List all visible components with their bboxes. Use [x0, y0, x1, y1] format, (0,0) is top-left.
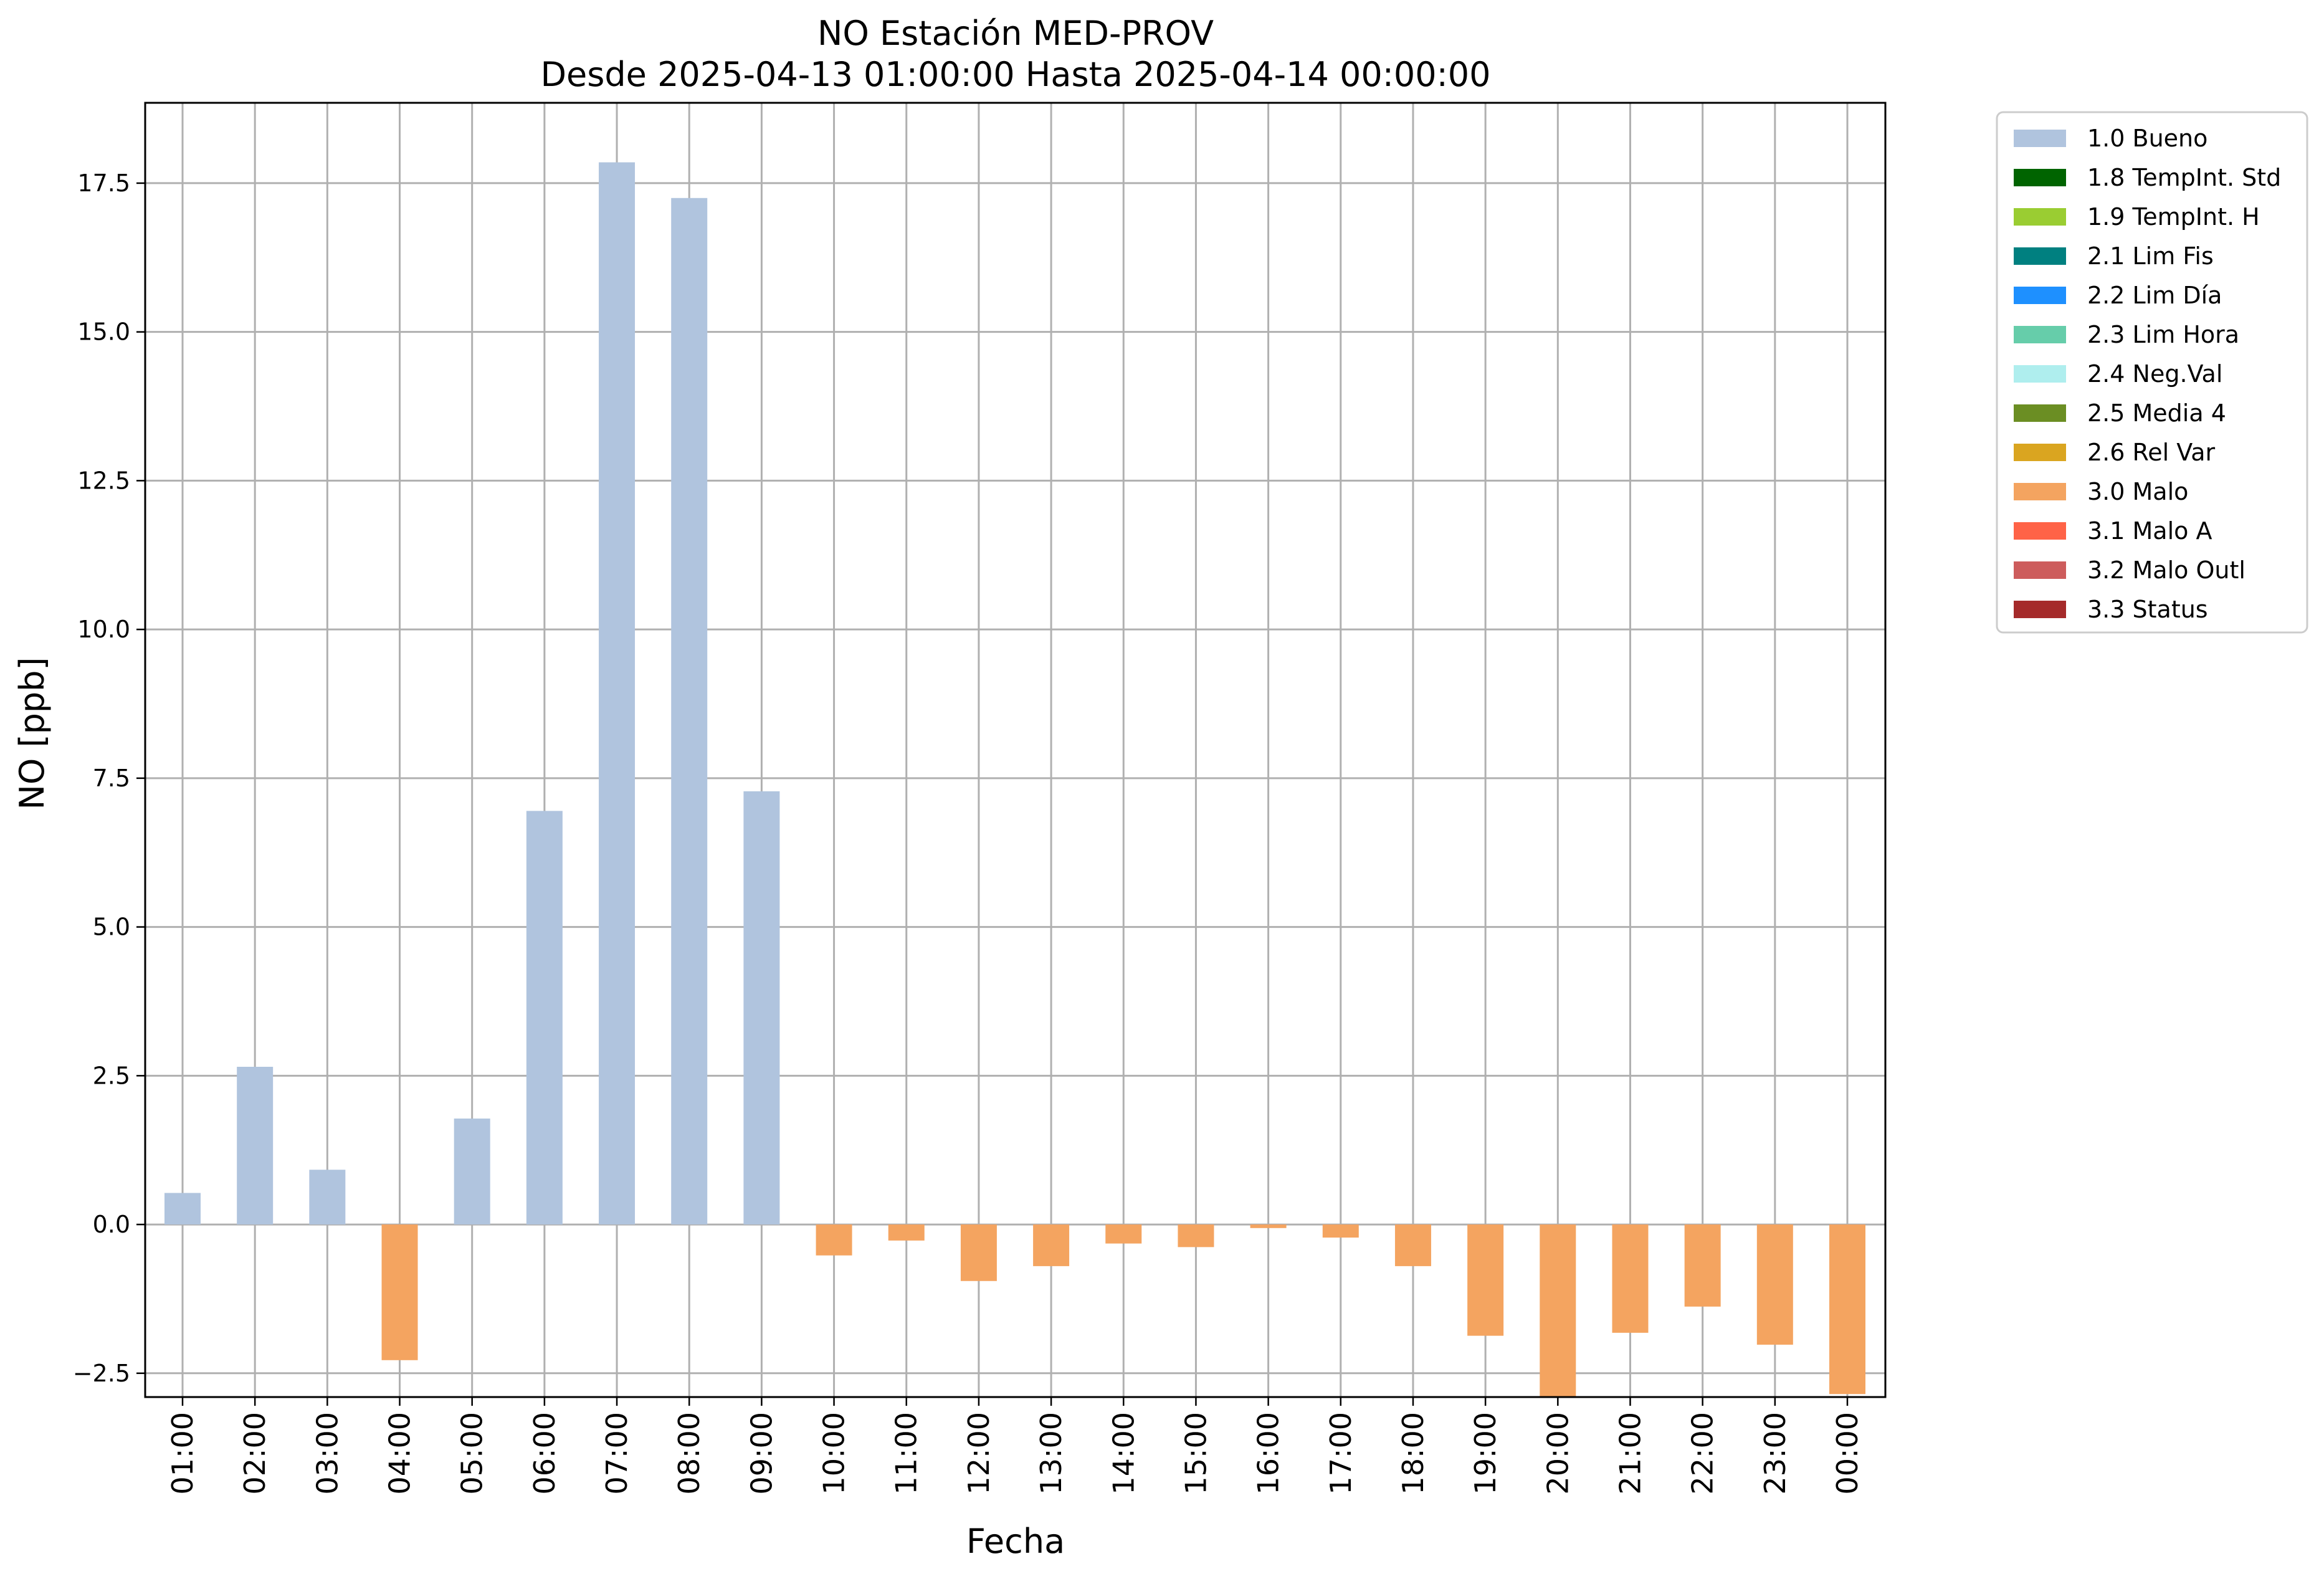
bar-1600	[1250, 1224, 1287, 1228]
x-tick-label: 21:00	[1613, 1412, 1647, 1495]
grid	[145, 103, 1885, 1397]
bar-1000	[816, 1224, 852, 1256]
legend-label: 1.0 Bueno	[2087, 125, 2207, 152]
x-tick-label: 09:00	[745, 1412, 778, 1495]
bar-1100	[888, 1224, 925, 1241]
bar-0400	[381, 1224, 418, 1360]
x-tick-label: 17:00	[1324, 1412, 1358, 1495]
bar-1800	[1394, 1224, 1431, 1266]
legend-swatch	[2014, 169, 2066, 186]
legend-label: 1.9 TempInt. H	[2087, 203, 2260, 231]
legend-label: 2.5 Media 4	[2087, 399, 2226, 427]
x-tick-label: 05:00	[455, 1412, 489, 1495]
y-tick-label: 10.0	[77, 616, 130, 643]
bar-0900	[743, 791, 780, 1225]
x-tick-label: 07:00	[600, 1412, 634, 1495]
legend-frame	[1996, 111, 2308, 634]
bar-0000	[1829, 1224, 1865, 1395]
y-tick-label: 5.0	[93, 914, 130, 941]
legend-label: 3.2 Malo Outl	[2087, 556, 2245, 584]
y-tick-label: 17.5	[77, 169, 130, 197]
bar-1500	[1178, 1224, 1214, 1247]
y-tick-label: 0.0	[93, 1211, 130, 1238]
bar-0600	[526, 811, 563, 1225]
legend-swatch	[2014, 208, 2066, 226]
x-tick-label: 03:00	[310, 1412, 344, 1495]
legend-label: 2.3 Lim Hora	[2087, 321, 2239, 348]
legend-swatch	[2014, 444, 2066, 461]
x-tick-label: 16:00	[1252, 1412, 1285, 1495]
legend-swatch	[2014, 130, 2066, 147]
y-tick-label: 2.5	[93, 1062, 130, 1089]
x-axis-label: Fecha	[966, 1522, 1065, 1561]
x-tick-label: 22:00	[1686, 1412, 1720, 1495]
bar-1200	[960, 1224, 997, 1281]
legend-swatch	[2014, 601, 2066, 618]
bar-1400	[1105, 1224, 1142, 1244]
bar-2100	[1612, 1224, 1649, 1333]
bars	[164, 162, 1865, 1397]
bar-1700	[1322, 1224, 1359, 1238]
bar-0200	[237, 1067, 274, 1225]
legend-swatch	[2014, 365, 2066, 383]
x-tick-label: 04:00	[383, 1412, 417, 1495]
bar-0800	[671, 198, 708, 1225]
legend-label: 2.2 Lim Día	[2087, 282, 2222, 309]
chart-subtitle: Desde 2025-04-13 01:00:00 Hasta 2025-04-…	[540, 55, 1490, 94]
bar-0300	[309, 1170, 346, 1225]
x-tick-label: 18:00	[1396, 1412, 1430, 1495]
bar-1300	[1033, 1224, 1070, 1266]
legend-swatch	[2014, 326, 2066, 343]
y-tick-label: −2.5	[73, 1360, 130, 1387]
legend-swatch	[2014, 247, 2066, 265]
bar-2300	[1756, 1224, 1793, 1345]
legend-label: 2.1 Lim Fis	[2087, 242, 2214, 270]
legend-swatch	[2014, 561, 2066, 579]
x-tick-label: 12:00	[962, 1412, 996, 1495]
x-tick-label: 08:00	[672, 1412, 706, 1495]
legend-label: 1.8 TempInt. Std	[2087, 164, 2281, 191]
x-tick-label: 00:00	[1831, 1412, 1864, 1495]
x-tick-label: 01:00	[166, 1412, 199, 1495]
bar-1900	[1467, 1224, 1504, 1336]
x-tick-label: 10:00	[817, 1412, 851, 1495]
legend: 1.0 Bueno 1.8 TempInt. Std 1.9 TempInt. H 2…	[1996, 111, 2308, 634]
plot-area-frame	[144, 102, 1887, 1398]
legend-label: 3.3 Status	[2087, 596, 2208, 623]
bar-0700	[599, 162, 636, 1225]
x-tick-label: 06:00	[528, 1412, 561, 1495]
bar-2200	[1684, 1224, 1721, 1307]
x-tick-label: 15:00	[1179, 1412, 1212, 1495]
x-tick-label: 11:00	[890, 1412, 923, 1495]
legend-label: 3.1 Malo A	[2087, 517, 2212, 545]
y-tick-label: 15.0	[77, 318, 130, 346]
axis-ticks: 01:00 02:00 03:00 04:00 05:00 06:00 07:00 08:00…	[73, 169, 1864, 1495]
x-tick-label: 02:00	[238, 1412, 272, 1495]
y-tick-label: 7.5	[93, 765, 130, 792]
bar-0500	[454, 1119, 490, 1225]
x-tick-label: 20:00	[1541, 1412, 1574, 1495]
bar-2000	[1540, 1224, 1576, 1397]
legend-swatch	[2014, 287, 2066, 304]
chart-title: NO Estación MED-PROV	[817, 14, 1214, 53]
x-tick-label: 13:00	[1034, 1412, 1068, 1495]
legend-swatch	[2014, 404, 2066, 422]
bar-0100	[164, 1193, 201, 1225]
x-tick-label: 14:00	[1107, 1412, 1140, 1495]
x-tick-label: 23:00	[1758, 1412, 1792, 1495]
legend-label: 2.4 Neg.Val	[2087, 360, 2222, 388]
y-axis-label: NO [ppb]	[12, 657, 52, 809]
legend-swatch	[2014, 483, 2066, 500]
legend-swatch	[2014, 522, 2066, 540]
x-tick-label: 19:00	[1469, 1412, 1502, 1495]
legend-label: 3.0 Malo	[2087, 478, 2188, 505]
y-tick-label: 12.5	[77, 467, 130, 494]
legend-label: 2.6 Rel Var	[2087, 439, 2216, 466]
